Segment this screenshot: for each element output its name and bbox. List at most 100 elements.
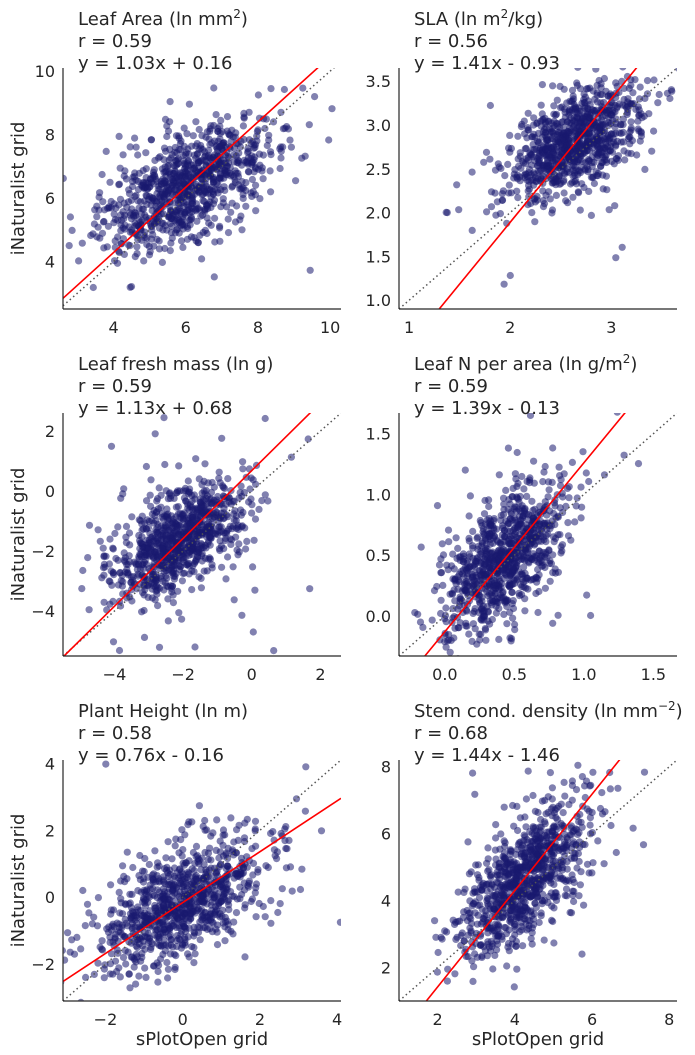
scatter-point bbox=[217, 116, 225, 124]
scatter-point bbox=[116, 973, 124, 981]
scatter-point bbox=[606, 785, 615, 793]
scatter-point bbox=[267, 188, 275, 196]
scatter-point bbox=[650, 127, 658, 135]
equation-label: y = 0.76x - 0.16 bbox=[78, 745, 224, 766]
scatter-point bbox=[110, 210, 118, 218]
scatter-point bbox=[500, 500, 508, 508]
scatter-point bbox=[255, 899, 263, 908]
panel-title: Leaf fresh mass (ln g) bbox=[78, 354, 273, 375]
scatter-point bbox=[452, 534, 460, 542]
scatter-point bbox=[579, 115, 587, 123]
scatter-points bbox=[400, 413, 647, 675]
scatter-point bbox=[576, 85, 585, 93]
scatter-point bbox=[188, 196, 196, 205]
y-tick-label: 1.5 bbox=[366, 247, 391, 266]
scatter-point bbox=[104, 222, 112, 230]
scatter-point bbox=[221, 937, 229, 945]
scatter-point bbox=[509, 597, 517, 605]
scatter-point bbox=[602, 172, 611, 180]
x-tick-label: 1 bbox=[404, 318, 414, 337]
scatter-point bbox=[548, 209, 556, 217]
scatter-point bbox=[254, 126, 262, 134]
scatter-point bbox=[251, 827, 259, 835]
scatter-point bbox=[182, 879, 190, 887]
scatter-point bbox=[83, 900, 92, 908]
scatter-point bbox=[566, 105, 574, 114]
scatter-point bbox=[254, 91, 262, 99]
scatter-point bbox=[480, 158, 488, 166]
scatter-point bbox=[509, 565, 517, 574]
scatter-point bbox=[200, 487, 208, 495]
scatter-point bbox=[627, 55, 634, 62]
scatter-point bbox=[198, 175, 206, 183]
scatter-point bbox=[208, 139, 216, 147]
scatter-point bbox=[140, 179, 148, 187]
scatter-points bbox=[55, 414, 314, 655]
scatter-point bbox=[254, 866, 262, 874]
scatter-point bbox=[515, 568, 523, 576]
scatter-point bbox=[182, 497, 190, 505]
scatter-point bbox=[557, 476, 565, 484]
scatter-point bbox=[160, 414, 168, 422]
scatter-point bbox=[675, 68, 677, 72]
panel-title-tail: ) bbox=[630, 354, 637, 375]
scatter-point bbox=[94, 894, 102, 902]
scatter-point bbox=[148, 517, 156, 525]
scatter-point bbox=[259, 175, 267, 183]
scatter-point bbox=[506, 527, 514, 536]
y-tick-label: 2.0 bbox=[366, 204, 391, 223]
scatter-point bbox=[267, 85, 275, 93]
scatter-point bbox=[151, 922, 159, 930]
scatter-point bbox=[517, 516, 525, 525]
scatter-point bbox=[643, 77, 652, 85]
scatter-point bbox=[411, 609, 419, 617]
scatter-point bbox=[160, 156, 168, 164]
scatter-point bbox=[278, 885, 286, 893]
scatter-point bbox=[143, 933, 151, 941]
scatter-point bbox=[461, 885, 469, 893]
scatter-point bbox=[178, 919, 186, 927]
scatter-point bbox=[201, 816, 209, 825]
scatter-point bbox=[559, 134, 567, 142]
scatter-point bbox=[636, 83, 644, 91]
scatter-point bbox=[497, 540, 506, 549]
scatter-point bbox=[481, 547, 489, 555]
scatter-point bbox=[96, 234, 104, 242]
scatter-point bbox=[203, 205, 212, 213]
scatter-point bbox=[197, 574, 205, 583]
scatter-point bbox=[232, 909, 241, 917]
x-tick-label: 10 bbox=[320, 318, 340, 337]
scatter-point bbox=[186, 910, 194, 918]
scatter-point bbox=[400, 668, 407, 675]
scatter-point bbox=[242, 545, 250, 553]
scatter-point bbox=[142, 149, 150, 157]
scatter-point bbox=[631, 56, 638, 63]
scatter-point bbox=[216, 237, 224, 245]
scatter-point bbox=[166, 98, 174, 106]
scatter-point bbox=[482, 636, 490, 644]
scatter-point bbox=[178, 577, 186, 585]
x-tick-label: 4 bbox=[332, 1010, 342, 1029]
scatter-point bbox=[221, 884, 229, 892]
scatter-point bbox=[507, 637, 515, 645]
scatter-point bbox=[165, 161, 173, 169]
x-tick-label: 2 bbox=[505, 318, 515, 337]
scatter-point bbox=[524, 585, 532, 593]
scatter-point bbox=[249, 563, 257, 571]
scatter-point bbox=[317, 827, 326, 835]
scatter-point bbox=[525, 558, 533, 566]
scatter-point bbox=[650, 76, 658, 84]
scatter-point bbox=[520, 563, 528, 571]
scatter-point bbox=[100, 598, 108, 606]
scatter-point bbox=[170, 575, 178, 583]
scatter-point bbox=[184, 162, 192, 170]
scatter-point bbox=[179, 552, 187, 560]
scatter-point bbox=[138, 561, 146, 569]
scatter-point bbox=[148, 197, 156, 205]
scatter-point bbox=[115, 181, 123, 189]
scatter-point bbox=[157, 491, 165, 499]
scatter-point bbox=[78, 239, 86, 247]
scatter-point bbox=[185, 559, 193, 567]
scatter-point bbox=[55, 610, 62, 617]
scatter-point bbox=[180, 142, 188, 150]
